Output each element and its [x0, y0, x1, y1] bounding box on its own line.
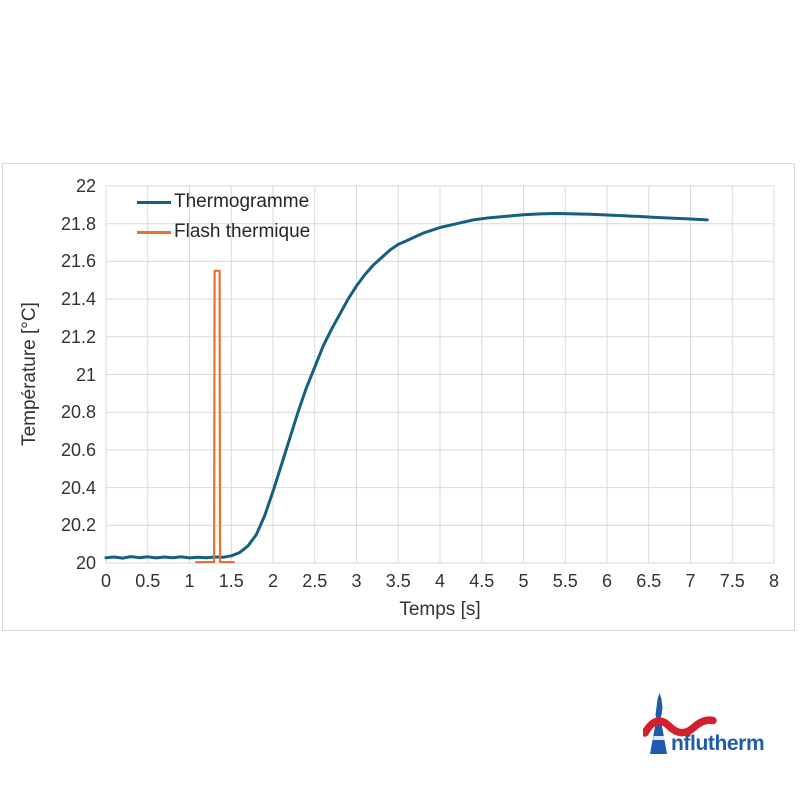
- legend-line-swatch: [137, 230, 171, 234]
- legend-label: Flash thermique: [174, 221, 311, 242]
- y-tick-label: 20.4: [60, 477, 96, 498]
- legend-label: Thermogramme: [174, 191, 310, 212]
- logo-text: nflutherm: [671, 732, 764, 755]
- x-tick-label: 6.5: [636, 571, 662, 591]
- x-tick-label: 1: [184, 571, 195, 591]
- legend: Thermogramme Flash thermique: [137, 191, 310, 251]
- y-tick-label: 22: [75, 176, 96, 196]
- y-tick-label: 21.8: [60, 213, 96, 234]
- y-tick-label: 21.2: [60, 326, 96, 347]
- y-axis-title: Température [°C]: [19, 302, 40, 446]
- y-tick-label: 20.6: [60, 439, 96, 460]
- x-tick-label: 6: [601, 571, 612, 591]
- x-tick-label: 7.5: [719, 571, 745, 591]
- y-tick-label: 20: [75, 553, 96, 573]
- x-tick-label: 5: [518, 571, 529, 591]
- x-tick-label: 8: [768, 571, 779, 591]
- x-tick-label: 3: [351, 571, 362, 591]
- x-tick-label: 2.5: [302, 571, 328, 591]
- x-tick-label: 0: [100, 571, 111, 591]
- x-tick-label: 1.5: [218, 571, 244, 591]
- x-tick-label: 3.5: [385, 571, 411, 591]
- x-axis-title: Temps [s]: [399, 599, 481, 620]
- legend-item: Flash thermique: [137, 221, 310, 243]
- logo-wave-icon: [643, 716, 717, 737]
- x-tick-label: 4: [434, 571, 445, 591]
- series-line-thermogramme: [104, 212, 709, 560]
- y-tick-label: 21.6: [60, 251, 96, 272]
- plot-area: [104, 185, 775, 564]
- series-line-flash-thermique: [195, 269, 235, 564]
- influtherm-logo: nflutherm: [643, 693, 765, 755]
- y-tick-label: 21.4: [60, 289, 96, 310]
- legend-line-swatch: [137, 200, 171, 204]
- chart-frame: 22 21.8 21.6 21.4 21.2 21 20.8 20.6 20.4 20.2 20 0…: [2, 163, 795, 631]
- x-tick-label: 5.5: [552, 571, 578, 591]
- x-tick-label: 4.5: [469, 571, 495, 591]
- y-tick-label: 20.2: [60, 515, 96, 536]
- plot-border: [105, 185, 775, 564]
- x-tick-label: 2: [267, 571, 278, 591]
- y-tick-label: 21: [75, 364, 96, 385]
- y-tick-label: 20.8: [60, 402, 96, 423]
- x-tick-label: 0.5: [135, 571, 161, 591]
- legend-item: Thermogramme: [137, 191, 310, 213]
- x-tick-label: 7: [685, 571, 696, 591]
